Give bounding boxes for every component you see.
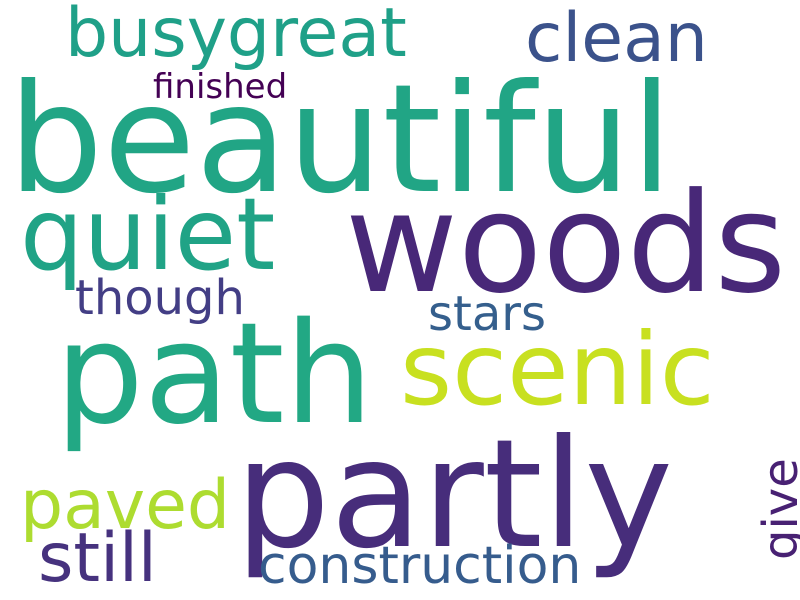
word-partly: partly: [235, 408, 674, 582]
word-stars: stars: [428, 286, 546, 342]
word-finished: finished: [153, 67, 288, 107]
word-beautiful: beautiful: [8, 53, 673, 227]
word-scenic: scenic: [400, 311, 715, 428]
word-still: still: [38, 519, 157, 598]
word-give: give: [753, 458, 800, 560]
word-though: though: [75, 270, 245, 326]
word-path: path: [55, 293, 374, 456]
word-quiet: quiet: [20, 176, 276, 293]
word-busygreat: busygreat: [65, 0, 407, 73]
word-paved: paved: [20, 466, 231, 545]
word-woods: woods: [345, 163, 787, 324]
word-clean: clean: [525, 0, 708, 78]
word-construction: construction: [258, 536, 582, 596]
